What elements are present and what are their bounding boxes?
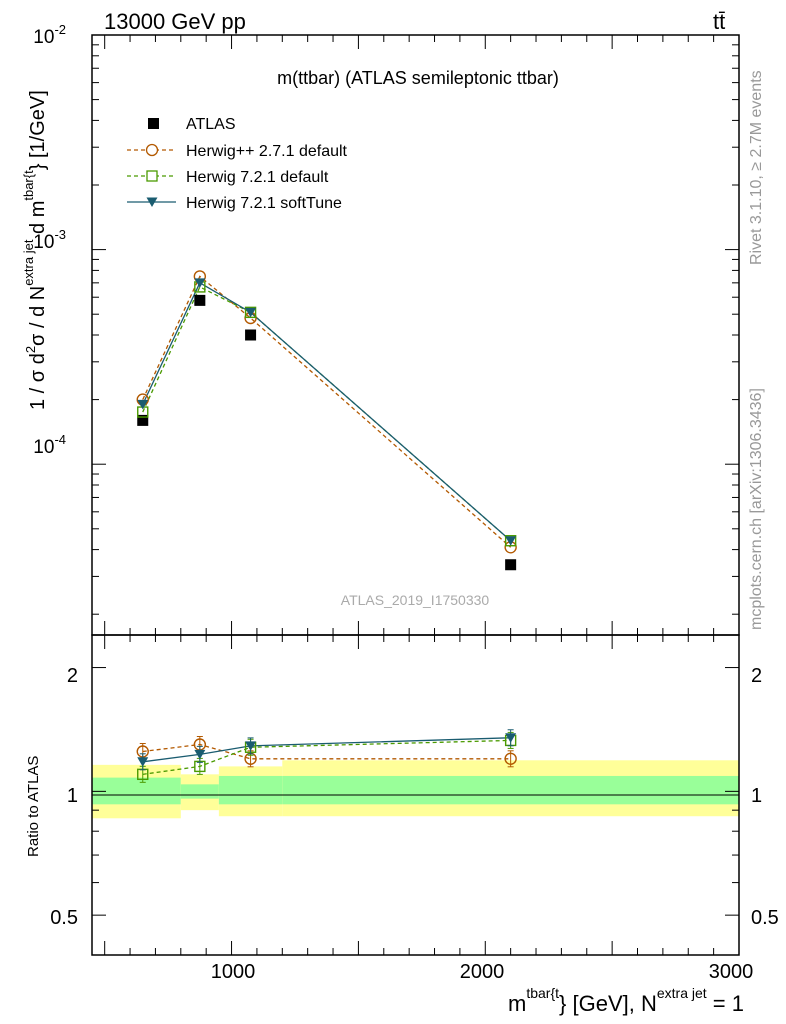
ratio-markers [136,729,517,783]
main-ylabel-part: d m [27,201,49,240]
ratio-y-tick-label-right: 1 [751,785,762,807]
ratio-y-tick-label-left: 0.5 [50,907,78,929]
stat-uncertainty-band [180,784,219,799]
series-line-herwig-7-2-1-softtune [142,281,512,542]
ratio-line-herwig-2-7-1-default [142,743,511,760]
x-tick-label: 1000 [211,961,256,983]
x-axis-label: mtbar{t} [GeV], Nextra jet = 1 [508,985,744,1016]
ratio-y-tick-label-right: 2 [751,665,762,687]
data-point-herwig-7-2-1-softtune [137,399,149,410]
main-curves [142,275,512,548]
ratio-x-ticks [104,635,740,955]
analysis-watermark: ATLAS_2019_I1750330 [341,592,490,608]
data-point-herwig-7-2-1-softtune [194,278,206,288]
ratio-point-herwig-2-7-1-default [504,752,517,765]
mcplots-reference-label: mcplots.cern.ch [arXiv:1306.3436] [748,388,765,630]
rivet-version-label: Rivet 3.1.10, ≥ 2.7M events [748,70,765,265]
main-y-ticks [92,34,739,615]
legend-marker-herwig7-default [146,170,158,182]
data-point-atlas [245,329,257,341]
ratio-panel: Ratio to ATLAS 2 1 0.5 2 1 0.5 [25,634,779,956]
ratio-y-axis-label: Ratio to ATLAS [25,756,42,857]
ratio-panel-frame [91,634,740,956]
x-label-part: = 1 [707,991,744,1016]
data-point-herwig-7-2-1-softtune [245,307,257,318]
legend-label: Herwig 7.2.1 softTune [186,195,342,212]
main-y-tick-label: 10-4 [33,432,66,458]
legend-entry-herwig7-default: Herwig 7.2.1 default [127,169,329,186]
legend-marker-herwig7-softtune [146,197,158,207]
x-tick-label: 2000 [460,961,505,983]
y-tick-base: 10 [33,437,54,458]
x-tick-label: 3000 [709,961,754,983]
ratio-point-herwig-7-2-1-softtune [137,757,149,767]
header-process-label: tt̄ [713,9,725,34]
legend-entry-atlas: ATLAS [148,116,236,133]
series-line-herwig-2-7-1-default [142,275,512,548]
stat-uncertainty-band [282,775,739,805]
legend-marker-atlas [148,118,159,129]
x-label-sup: extra jet [657,985,707,1001]
main-markers [136,270,517,571]
y-tick-exp: -4 [54,432,66,447]
x-label-part: } [GeV], N [559,991,657,1016]
main-ylabel-sup: extra jet [21,239,36,286]
main-y-tick-label: 10-3 [33,227,66,253]
ratio-y-tick-label-left: 1 [67,785,78,807]
x-label-part: m [508,991,526,1016]
main-ylabel-sup: tbar{t [21,170,36,201]
stat-uncertainty-band [92,777,181,805]
y-tick-exp: -3 [54,227,66,242]
data-point-atlas [505,559,517,571]
ratio-curves [142,737,511,775]
data-point-atlas [137,414,149,426]
ratio-line-herwig-7-2-1-softtune [142,737,511,763]
main-panel-title: m(ttbar) (ATLAS semileptonic ttbar) [277,68,559,88]
ratio-point-herwig-7-2-1-softtune [194,749,206,760]
main-x-ticks [104,35,740,635]
main-ylabel-part: σ / d N [27,286,49,346]
ratio-y-ticks [92,667,739,916]
legend-label: ATLAS [186,116,236,133]
legend-entry-herwig7-softtune: Herwig 7.2.1 softTune [127,195,342,212]
main-ylabel-part: } [1/GeV] [27,90,49,170]
y-tick-exp: -2 [54,22,66,37]
legend: ATLAS Herwig++ 2.7.1 default Herwig 7.2.… [127,116,348,212]
x-label-sup: tbar{t [526,985,559,1001]
legend-entry-herwigpp: Herwig++ 2.7.1 default [127,143,348,160]
ratio-point-herwig-7-2-1-softtune [245,741,257,751]
y-tick-base: 10 [33,27,54,48]
y-tick-base: 10 [33,232,54,253]
data-point-herwig-7-2-1-softtune [505,536,517,546]
legend-label: Herwig++ 2.7.1 default [186,143,348,160]
main-ylabel-part: 1 / σ d [27,353,49,410]
ratio-point-herwig-7-2-1-softtune [505,733,517,743]
ratio-y-tick-label-right: 0.5 [751,907,779,929]
header-energy-label: 13000 GeV pp [104,9,246,34]
stat-uncertainty-band [218,775,283,805]
main-y-tick-label: 10-2 [33,22,66,48]
ratio-line-herwig-7-2-1-default [142,739,511,775]
data-point-atlas [194,294,206,306]
main-ylabel-sup: 2 [23,346,38,353]
ratio-uncertainty-bands [92,760,739,819]
ratio-y-tick-label-left: 2 [67,665,78,687]
main-y-axis-label: 1 / σ d2σ / d Nextra jet d mtbar{t} [1/G… [21,90,49,410]
main-panel: m(ttbar) (ATLAS semileptonic ttbar) ATLA… [21,34,740,636]
series-line-herwig-7-2-1-default [142,286,512,542]
legend-label: Herwig 7.2.1 default [186,169,329,186]
legend-marker-herwigpp [145,143,159,157]
